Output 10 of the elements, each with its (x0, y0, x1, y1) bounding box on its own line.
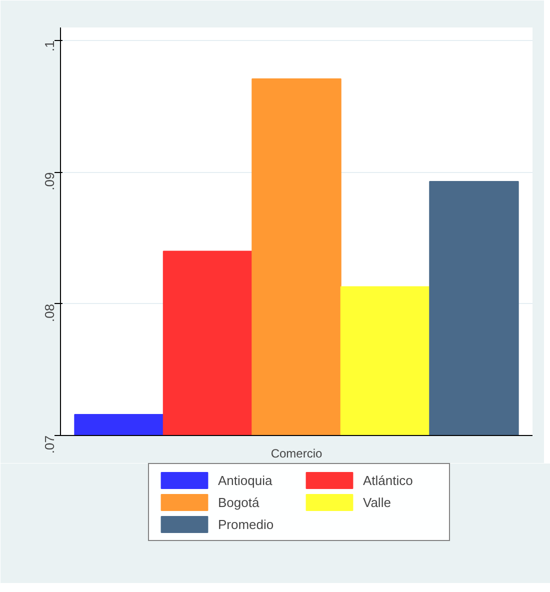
y-tick-label: .09 (42, 172, 57, 190)
legend-label: Promedio (218, 516, 275, 534)
legend-label: Bogotá (218, 494, 260, 512)
x-tick-label: Comercio (270, 446, 322, 460)
y-tick-label: .1 (42, 40, 57, 52)
legend-label: Antioquia (218, 472, 274, 490)
legend-label: Atlántico (363, 472, 414, 490)
legend-label: Valle (363, 494, 392, 512)
y-tick-label: .07 (42, 435, 57, 454)
y-tick-label: .08 (42, 304, 57, 322)
